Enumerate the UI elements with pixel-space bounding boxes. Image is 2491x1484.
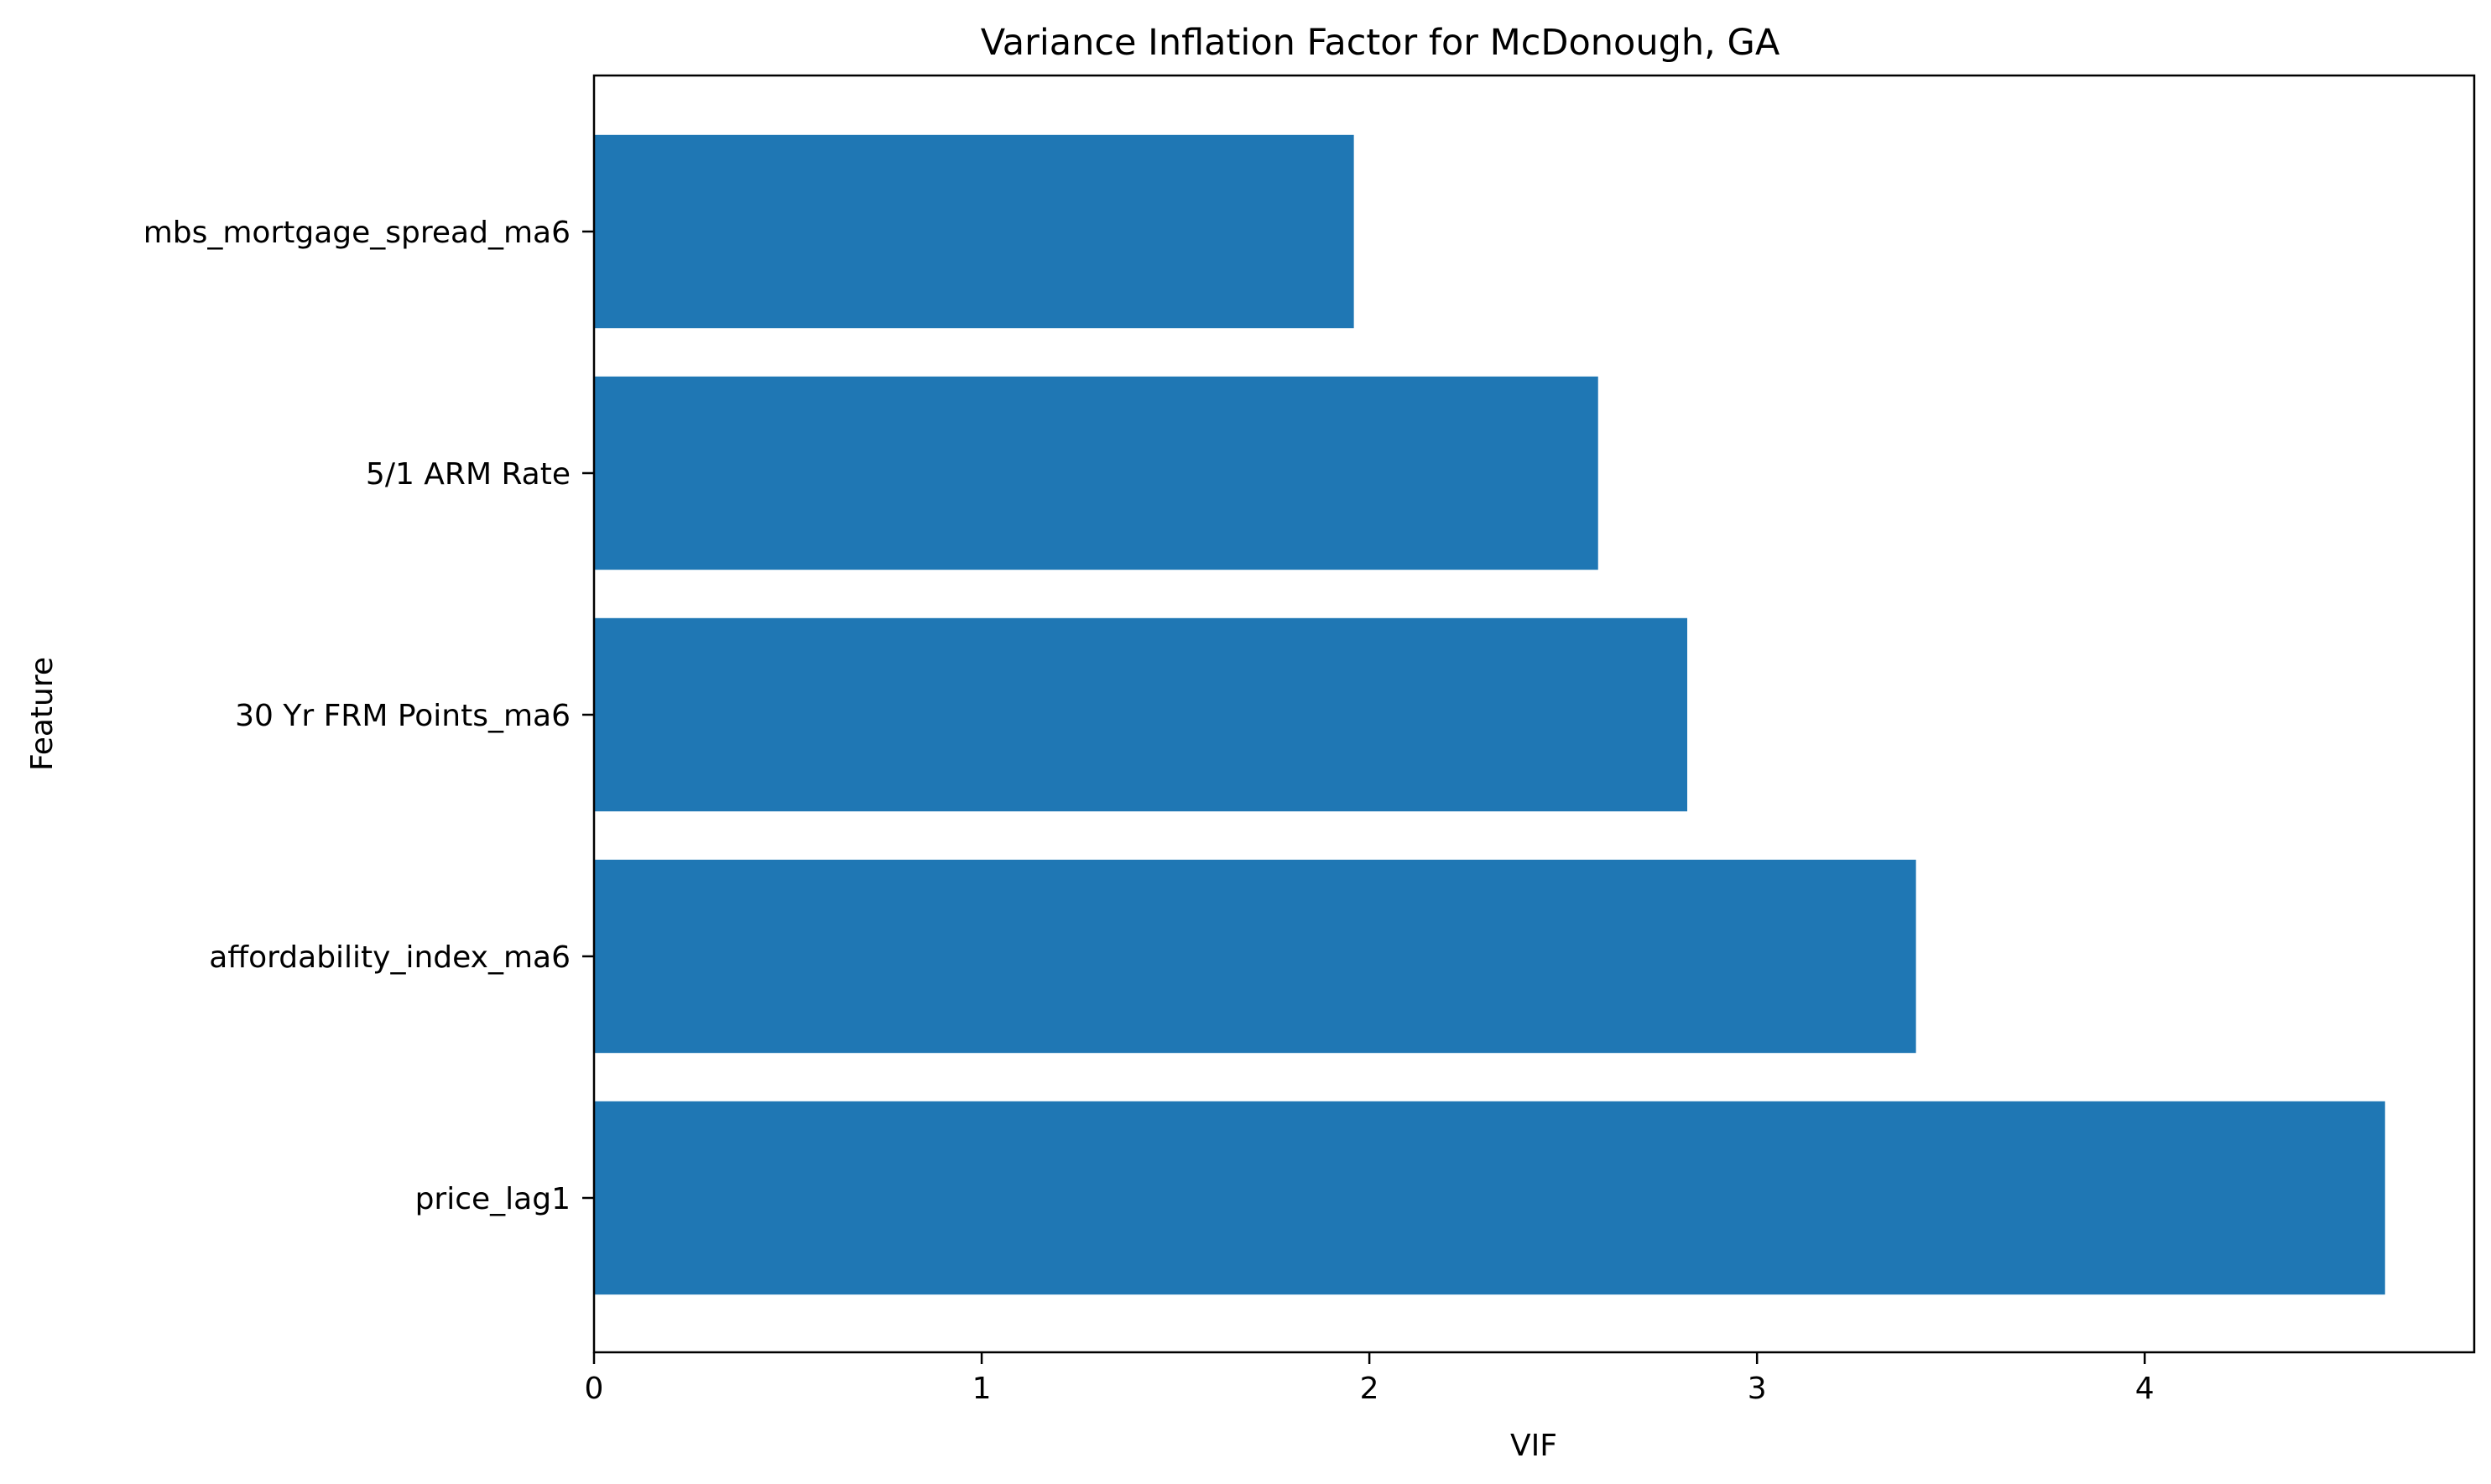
x-tick-label-0: 0 (585, 1372, 604, 1406)
y-axis-label: Feature (25, 657, 60, 771)
plot-frame (592, 74, 2476, 1354)
y-tick-label-3: 5/1 ARM Rate (366, 457, 571, 492)
chart-title: Variance Inflation Factor for McDonough,… (981, 22, 1780, 64)
x-tick-label-4: 4 (2135, 1372, 2155, 1406)
y-tick-label-1: affordability_index_ma6 (209, 940, 571, 975)
bar-3 (594, 376, 1598, 570)
bar-group (594, 134, 2385, 1295)
x-tick-label-2: 2 (1360, 1372, 1379, 1406)
y-tick-group: price_lag1 affordability_index_ma6 30 Yr F… (143, 216, 594, 1216)
y-tick-label-2: 30 Yr FRM Points_ma6 (235, 699, 571, 733)
x-tick-group: 0 1 2 3 4 (585, 1352, 2155, 1406)
bar-2 (594, 617, 1688, 812)
x-tick-label-1: 1 (972, 1372, 992, 1406)
bar-4 (594, 134, 1354, 329)
bar-0 (594, 1101, 2385, 1295)
y-tick-label-4: mbs_mortgage_spread_ma6 (143, 216, 571, 250)
x-axis-label: VIF (1510, 1429, 1557, 1463)
y-tick-label-0: price_lag1 (415, 1182, 571, 1216)
x-tick-label-3: 3 (1748, 1372, 1767, 1406)
bar-1 (594, 859, 1916, 1054)
